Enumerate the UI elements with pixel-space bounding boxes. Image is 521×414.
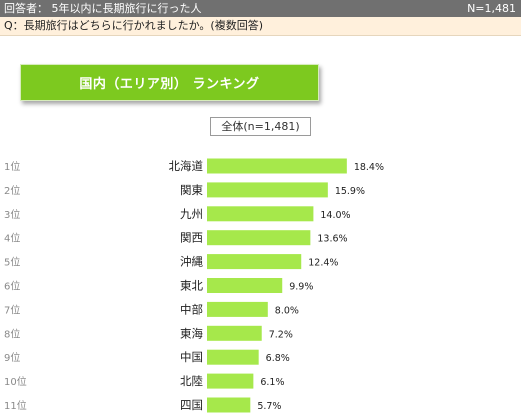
sample-size: N=1,481 [467, 2, 516, 15]
respondent-text: 回答者： 5年以内に長期旅行に行った人 [4, 2, 202, 15]
bar [207, 301, 268, 317]
rank-label: 7位 [4, 303, 20, 316]
rank-label: 10位 [4, 375, 27, 388]
bar [207, 182, 328, 198]
category-label: 中国 [180, 350, 203, 364]
question-text: Q：長期旅行はどちらに行かれましたか。(複数回答) [4, 19, 264, 32]
bar [207, 206, 314, 222]
category-label: 北陸 [180, 374, 203, 388]
bar [207, 373, 254, 389]
bar [207, 158, 347, 174]
bar [207, 254, 302, 270]
category-label: 関西 [180, 231, 203, 245]
rank-label: 8位 [4, 327, 20, 340]
bar [207, 349, 259, 365]
bar [207, 397, 251, 413]
rank-label: 9位 [4, 351, 20, 364]
bar [207, 325, 262, 341]
value-label: 13.6% [317, 234, 347, 245]
value-label: 18.4% [354, 162, 384, 173]
category-label: 中部 [180, 302, 203, 316]
respondent-header: 回答者： 5年以内に長期旅行に行った人 N=1,481 [0, 0, 521, 17]
category-label: 九州 [180, 207, 203, 221]
category-label: 沖縄 [180, 255, 203, 269]
rank-label: 5位 [4, 256, 20, 269]
question-bar: Q：長期旅行はどちらに行かれましたか。(複数回答) [0, 17, 521, 36]
rank-label: 1位 [4, 160, 20, 173]
rank-label: 3位 [4, 208, 20, 221]
rank-label: 2位 [4, 184, 20, 197]
rank-label: 11位 [4, 399, 27, 412]
value-label: 7.2% [269, 329, 293, 340]
rank-label: 6位 [4, 280, 20, 293]
chart-title: 国内（エリア別） ランキング [20, 64, 319, 101]
category-label: 東海 [180, 326, 203, 340]
value-label: 6.1% [260, 377, 284, 388]
rank-label: 4位 [4, 232, 20, 245]
chart-subtitle: 全体(n=1,481) [210, 117, 311, 136]
value-label: 15.9% [335, 186, 365, 197]
bar [207, 278, 283, 293]
category-label: 東北 [180, 279, 203, 293]
bar [207, 230, 311, 246]
category-label: 関東 [180, 183, 203, 197]
category-label: 四国 [180, 398, 203, 412]
value-label: 12.4% [308, 258, 338, 269]
value-label: 5.7% [257, 401, 281, 412]
value-label: 14.0% [320, 210, 350, 221]
value-label: 8.0% [275, 305, 299, 316]
value-label: 6.8% [266, 353, 290, 364]
value-label: 9.9% [289, 282, 313, 293]
category-label: 北海道 [169, 159, 204, 173]
